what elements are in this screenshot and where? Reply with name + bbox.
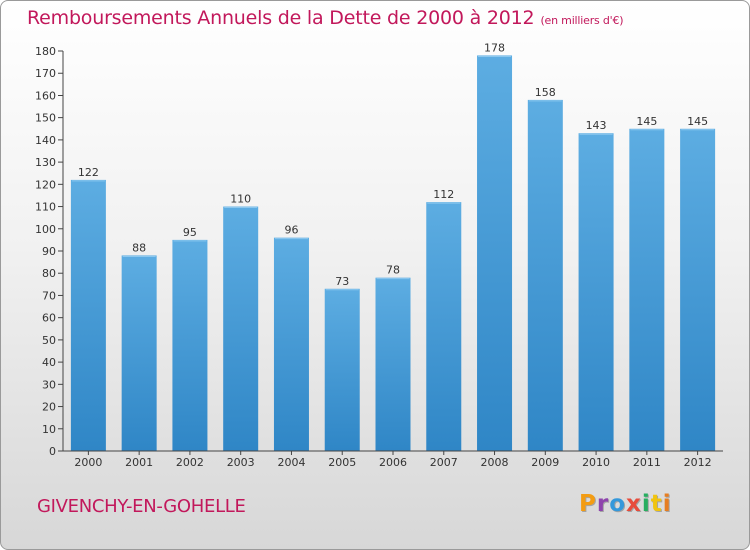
bar [527,99,563,451]
x-tick-label: 2006 [379,456,407,469]
x-tick-label: 2009 [531,456,559,469]
logo-letter: P [579,491,597,517]
bar [324,288,360,451]
y-tick-label: 100 [35,223,56,236]
x-tick-label: 2008 [481,456,509,469]
y-tick-label: 70 [42,289,56,302]
bar [70,179,106,451]
logo-letter: i [641,491,651,517]
title-text: Remboursements Annuels de la Dette de 20… [27,7,535,29]
bar-value-label: 112 [433,188,454,201]
bar [629,128,665,451]
x-tick-label: 2001 [125,456,153,469]
x-tick-label: 2004 [277,456,305,469]
bar [172,239,208,451]
bar-value-label: 143 [586,119,607,132]
bars: 122 88 95 110 96 73 78 112 178 158 143 145 145 [70,41,716,451]
commune-name: GIVENCHY-EN-GOHELLE [37,496,246,517]
x-tick-label: 2007 [430,456,458,469]
bar [578,133,614,451]
y-tick-label: 20 [42,401,56,414]
bar-value-label: 122 [78,166,99,179]
y-tick-label: 80 [42,267,56,280]
bar [477,55,513,451]
logo-letter: o [609,491,627,517]
x-tick-label: 2010 [582,456,610,469]
chart-subtitle: (en milliers d'€) [540,14,624,27]
x-tick-label: 2002 [176,456,204,469]
y-tick-label: 40 [42,356,56,369]
x-tick-label: 2011 [633,456,661,469]
bar-value-label: 73 [335,275,349,288]
x-axis: 2000 2001 2002 2003 2004 2005 2006 2007 2008 2009… [63,450,723,469]
y-tick-label: 170 [35,67,56,80]
y-tick-label: 10 [42,423,56,436]
y-tick-label: 30 [42,378,56,391]
bar-value-label: 88 [132,241,146,254]
logo-letter: r [596,491,610,517]
bar-value-label: 96 [284,224,298,237]
logo-letter: i [662,491,672,517]
y-tick-label: 120 [35,178,56,191]
y-tick-label: 0 [49,445,56,458]
bar-value-label: 145 [636,115,657,128]
y-tick-label: 140 [35,134,56,147]
chart-title: Remboursements Annuels de la Dette de 20… [27,7,624,29]
y-tick-label: 50 [42,334,56,347]
y-axis: 0 10 20 30 40 50 60 70 80 90 100 110 120 130 140 150 160… [35,45,64,458]
bar-value-label: 95 [183,226,197,239]
bar-value-label: 145 [687,115,708,128]
bar [426,202,462,451]
proxiti-logo[interactable]: Proxiti [579,491,672,517]
bar [273,237,309,451]
y-tick-label: 90 [42,245,56,258]
bar-value-label: 110 [230,193,251,206]
y-tick-label: 130 [35,156,56,169]
x-tick-label: 2005 [328,456,356,469]
x-tick-label: 2012 [684,456,712,469]
bar-value-label: 158 [535,86,556,99]
logo-letter: t [650,491,663,517]
x-tick-label: 2003 [227,456,255,469]
y-tick-label: 180 [35,45,56,58]
logo-letter: x [626,491,642,517]
y-tick-label: 110 [35,201,56,214]
bar [375,277,411,451]
bar [223,206,259,451]
bar [121,255,157,451]
y-tick-label: 60 [42,312,56,325]
x-tick-label: 2000 [74,456,102,469]
bar-value-label: 78 [386,264,400,277]
bar [680,128,716,451]
bar-value-label: 178 [484,41,505,54]
y-tick-label: 150 [35,112,56,125]
y-tick-label: 160 [35,89,56,102]
